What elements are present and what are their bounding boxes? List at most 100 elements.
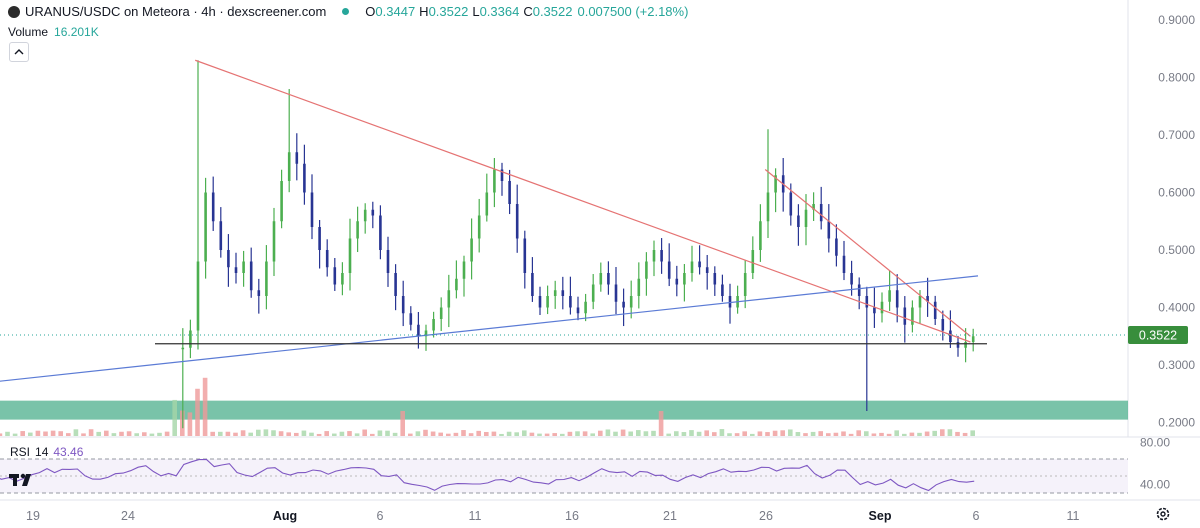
- candle-body: [439, 307, 443, 319]
- candle-body: [857, 284, 861, 296]
- volume-bar: [924, 431, 930, 436]
- volume-bar: [286, 432, 291, 436]
- volume-bar: [537, 433, 542, 436]
- low-label: L: [472, 4, 480, 19]
- volume-bar: [58, 431, 63, 436]
- volume-bar: [765, 432, 770, 436]
- symbol-title[interactable]: URANUS/USDC on Meteora · 4h · dexscreene…: [25, 4, 327, 19]
- volume-bar: [909, 432, 915, 436]
- volume-bar: [324, 431, 329, 436]
- token-logo-icon: [8, 5, 20, 18]
- candle-body: [561, 290, 565, 296]
- volume-bar: [301, 430, 307, 436]
- candle-body: [546, 296, 549, 308]
- market-status-icon: [342, 8, 350, 15]
- volume-bar: [750, 433, 755, 436]
- candle-body: [667, 261, 671, 279]
- candle-body: [470, 238, 473, 262]
- volume-bar: [50, 430, 56, 436]
- candle-body: [462, 261, 466, 279]
- chevron-up-icon: [14, 49, 24, 55]
- volume-bar: [613, 431, 618, 436]
- rsi-tick-label: 80.00: [1140, 436, 1170, 450]
- rsi-tick-label: 40.00: [1140, 478, 1170, 492]
- volume-bar: [35, 430, 41, 436]
- time-tick-label: Aug: [273, 509, 297, 523]
- candle-body: [341, 273, 344, 285]
- volume-bar: [339, 431, 345, 436]
- candle-body: [789, 192, 793, 216]
- volume-bar: [149, 433, 155, 436]
- candle-body: [280, 181, 283, 222]
- volume-bar: [666, 433, 671, 436]
- settings-gear-icon[interactable]: [1155, 506, 1171, 522]
- volume-bar: [552, 433, 557, 436]
- volume-bar: [347, 431, 352, 436]
- candle-body: [356, 221, 359, 239]
- candle-body: [713, 273, 717, 285]
- candle-body: [303, 163, 306, 193]
- volume-bar: [940, 429, 945, 436]
- candle-body: [652, 250, 656, 262]
- volume-bar: [126, 431, 132, 436]
- candle-body: [211, 192, 215, 222]
- volume-bar: [20, 431, 25, 436]
- candle-body: [485, 192, 489, 216]
- change-value: 0.007500 (+2.18%): [577, 4, 689, 19]
- volume-bar: [886, 433, 892, 436]
- candle-body: [508, 181, 511, 204]
- candle-body: [189, 330, 192, 348]
- volume-bar: [415, 431, 421, 436]
- candle-body: [272, 221, 276, 262]
- volume-bar: [271, 430, 276, 436]
- close-value: 0.3522: [532, 4, 573, 19]
- volume-bar: [658, 411, 664, 436]
- candle-body: [698, 261, 701, 268]
- time-tick-label: 26: [759, 509, 773, 523]
- rsi-legend: RSI 14 43.46: [10, 445, 88, 459]
- candle-body: [949, 330, 952, 342]
- volume-bar: [309, 432, 314, 436]
- volume-bar: [734, 433, 740, 436]
- candle-body: [386, 250, 390, 273]
- candle-body: [941, 319, 945, 331]
- candle-body: [599, 273, 603, 285]
- volume-bar: [529, 432, 535, 436]
- volume-bar: [134, 433, 139, 436]
- candle-body: [911, 307, 914, 325]
- volume-bar: [263, 429, 269, 436]
- volume-bar: [332, 433, 337, 436]
- candle-body: [523, 238, 527, 273]
- tradingview-logo-icon[interactable]: [8, 470, 36, 490]
- candle-body: [409, 313, 413, 325]
- time-tick-label: 11: [1067, 509, 1080, 523]
- volume-bar: [423, 429, 428, 436]
- volume-bar: [818, 431, 823, 436]
- volume-bar: [210, 431, 215, 436]
- volume-bar: [560, 433, 565, 436]
- volume-bar: [476, 430, 481, 436]
- volume-bar: [932, 430, 937, 436]
- candle-body: [591, 284, 595, 302]
- volume-bar: [172, 399, 177, 436]
- chart-legend: URANUS/USDC on Meteora · 4h · dexscreene…: [8, 4, 688, 19]
- volume-bar: [514, 432, 519, 436]
- volume-bar: [947, 429, 953, 436]
- candle-body: [675, 278, 679, 285]
- volume-bar: [256, 429, 261, 436]
- volume-bar: [66, 433, 71, 436]
- volume-bar: [43, 431, 48, 436]
- candle-body: [234, 267, 238, 273]
- volume-bar: [195, 388, 200, 436]
- last-price-tag: [1128, 325, 1188, 344]
- candle-body: [553, 290, 557, 296]
- volume-bar: [362, 429, 367, 436]
- volume-bar: [377, 430, 383, 436]
- volume-bar: [681, 432, 687, 436]
- volume-bar: [218, 431, 223, 436]
- candle-body: [295, 152, 299, 164]
- volume-bar: [96, 431, 101, 436]
- collapse-legend-button[interactable]: [9, 42, 29, 62]
- high-value: 0.3522: [428, 4, 469, 19]
